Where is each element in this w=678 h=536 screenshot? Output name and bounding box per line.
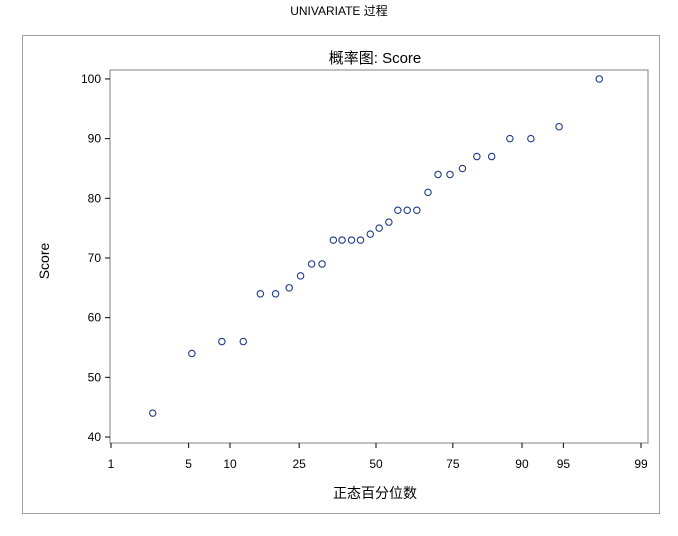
- y-tick-label: 80: [88, 191, 102, 205]
- y-tick-label: 50: [88, 370, 102, 384]
- data-point: [413, 206, 421, 214]
- x-tick-label: 5: [185, 457, 192, 471]
- x-tick-label: 50: [369, 457, 383, 471]
- plot-area: [109, 69, 649, 444]
- chart-frame: [22, 35, 660, 514]
- x-tick-label: 10: [223, 457, 237, 471]
- page-title: UNIVARIATE 过程: [290, 4, 388, 18]
- x-tick-label: 99: [634, 457, 648, 471]
- data-point: [329, 236, 338, 244]
- data-point: [458, 164, 467, 173]
- data-point: [239, 337, 248, 346]
- chart-title: 概率图: Score: [329, 50, 422, 67]
- data-point: [366, 230, 375, 238]
- data-points: [148, 75, 604, 417]
- data-point: [527, 134, 535, 143]
- data-point: [506, 134, 514, 143]
- data-point: [256, 290, 265, 298]
- data-point: [375, 224, 383, 232]
- data-point: [394, 206, 402, 214]
- y-tick-label: 90: [88, 132, 102, 146]
- data-point: [188, 349, 196, 358]
- data-point: [473, 152, 481, 161]
- x-axis-title: 正态百分位数: [333, 485, 417, 501]
- x-tick-label: 75: [446, 457, 460, 471]
- data-point: [446, 170, 454, 179]
- data-point: [318, 260, 326, 268]
- data-point: [338, 236, 346, 244]
- data-point: [424, 188, 432, 197]
- data-point: [296, 272, 305, 280]
- y-tick-label: 100: [81, 72, 101, 86]
- y-axis-title: Score: [36, 243, 52, 280]
- y-tick-label: 40: [88, 430, 102, 444]
- data-point: [218, 337, 226, 346]
- data-point: [434, 170, 442, 179]
- data-point: [403, 206, 411, 214]
- x-tick-label: 1: [108, 457, 115, 471]
- y-tick-label: 60: [88, 311, 102, 325]
- data-point: [285, 284, 293, 292]
- data-point: [271, 290, 280, 298]
- x-axis: 1 5 10 25 50 75 90 95 99: [108, 443, 648, 471]
- data-point: [555, 122, 563, 131]
- data-point: [148, 409, 157, 417]
- x-tick-label: 25: [292, 457, 306, 471]
- x-tick-label: 95: [557, 457, 571, 471]
- x-tick-label: 90: [515, 457, 529, 471]
- data-point: [595, 75, 604, 83]
- data-point: [487, 152, 496, 161]
- data-point: [385, 218, 393, 226]
- data-point: [347, 236, 356, 244]
- data-point: [356, 236, 365, 244]
- y-axis: 40 50 60 70 80 90 100: [81, 72, 110, 444]
- data-point: [307, 260, 316, 268]
- y-tick-label: 70: [88, 251, 102, 265]
